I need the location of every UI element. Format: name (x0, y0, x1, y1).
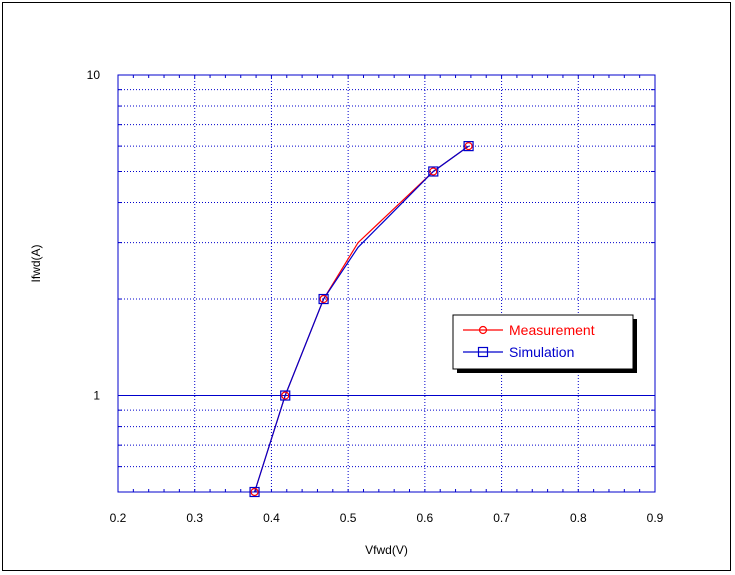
y-tick-label: 10 (87, 68, 101, 82)
legend-label: Measurement (509, 322, 595, 338)
x-tick-label: 0.9 (647, 511, 664, 525)
data-point-measurement (319, 294, 328, 304)
data-point-measurement (250, 487, 259, 497)
x-tick-label: 0.7 (493, 511, 510, 525)
y-axis-label: Ifwd(A) (29, 244, 43, 282)
data-point-simulation (280, 390, 291, 401)
series-group (249, 141, 474, 498)
plot-area (117, 74, 656, 493)
x-tick-label: 0.5 (340, 511, 357, 525)
data-point-measurement (429, 167, 438, 176)
data-point-measurement (464, 142, 473, 151)
series-line-simulation (254, 145, 469, 493)
x-tick-label: 0.2 (110, 511, 127, 525)
data-point-simulation (318, 293, 329, 305)
legend-marker-circle (478, 325, 488, 335)
data-point-simulation (463, 141, 474, 152)
data-point-simulation (249, 486, 260, 498)
x-tick-label: 0.6 (417, 511, 434, 525)
legend-box (452, 314, 634, 370)
x-axis-label: Vfwd(V) (365, 543, 408, 557)
legend-marker-square (477, 346, 489, 358)
legend-label: Simulation (509, 344, 574, 360)
series-line-measurement (254, 145, 469, 493)
x-tick-label: 0.3 (186, 511, 203, 525)
grid (117, 75, 656, 493)
y-tick-label: 1 (93, 389, 100, 403)
x-tick-label: 0.4 (263, 511, 280, 525)
data-point-measurement (281, 391, 290, 400)
legend: Measurement Simulation (452, 314, 637, 373)
data-point-simulation (428, 166, 439, 177)
x-tick-label: 0.8 (570, 511, 587, 525)
x-tick-labels: 0.2 0.3 0.4 0.5 0.6 0.7 0.8 0.9 (110, 511, 664, 525)
y-tick-labels: 1 10 (87, 68, 101, 403)
